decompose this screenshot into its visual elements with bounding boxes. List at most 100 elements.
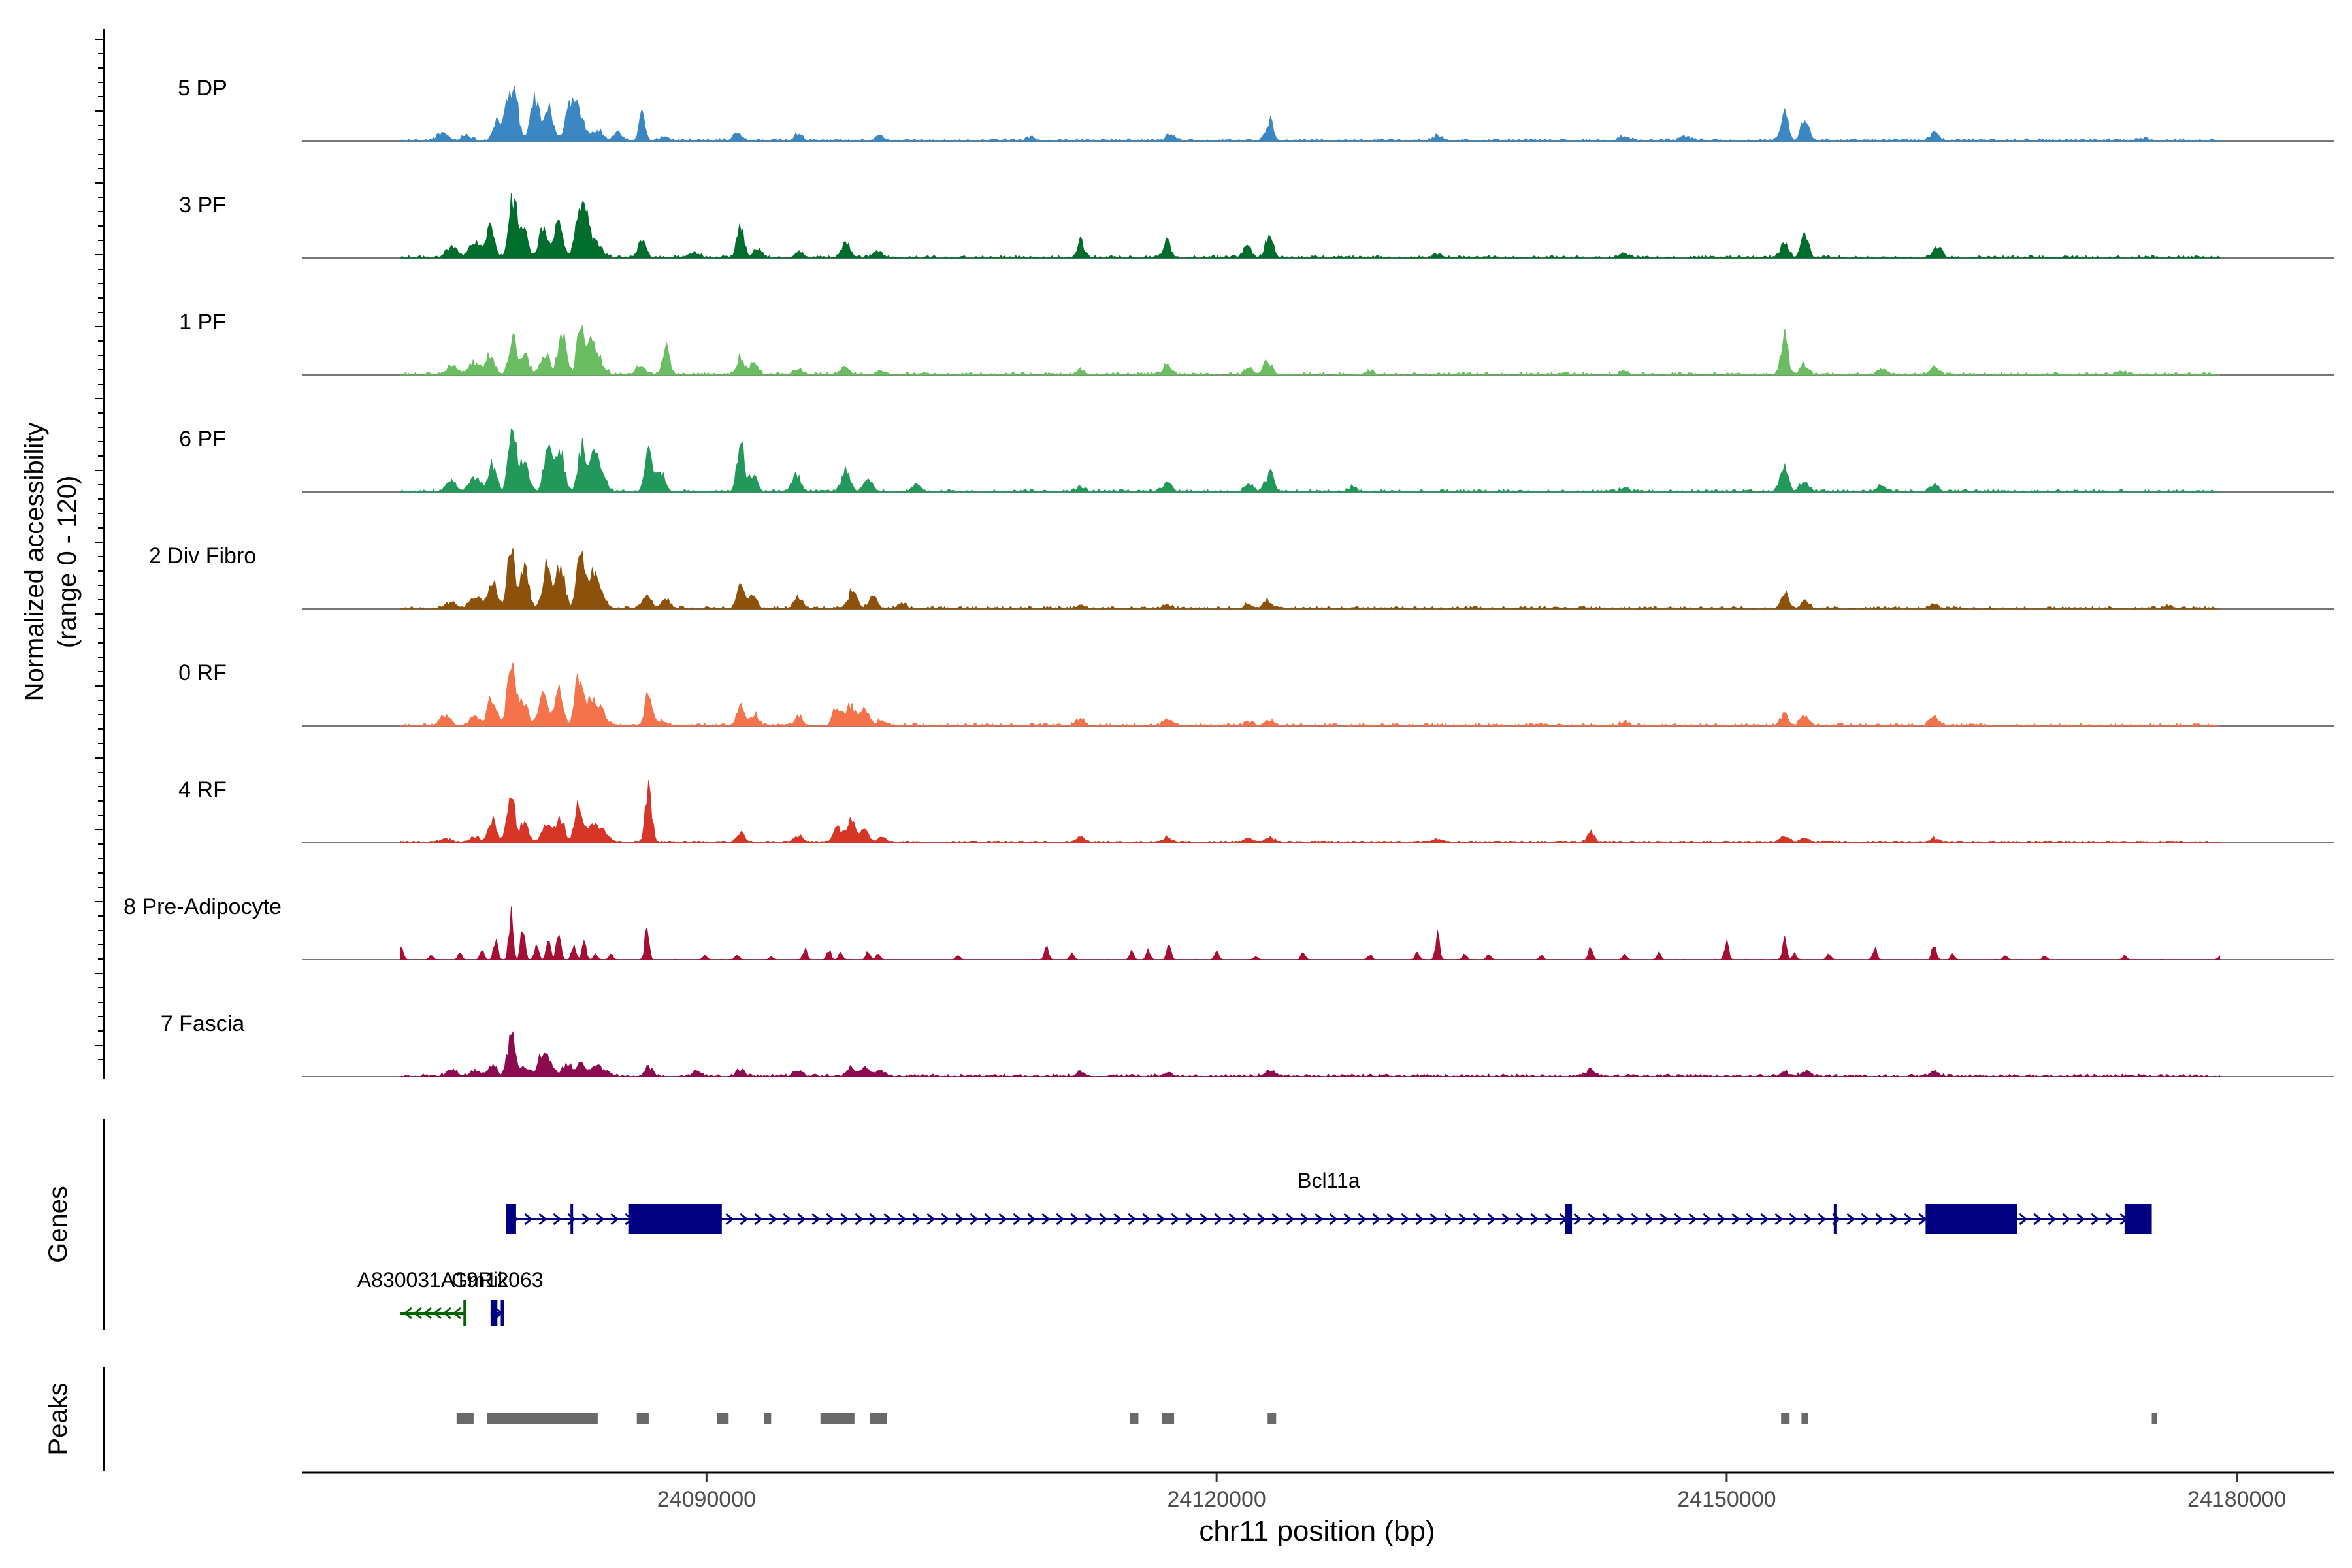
peak-region	[764, 1413, 772, 1424]
strand-chevron	[2033, 1213, 2042, 1226]
strand-chevron	[2019, 1213, 2028, 1226]
strand-chevron	[1358, 1213, 1367, 1226]
strand-chevron	[2105, 1213, 2114, 1226]
strand-chevron	[1228, 1213, 1237, 1226]
track-8-pre-adipocyte: 8 Pre-Adipocyte	[123, 894, 2334, 960]
gene-a830031a19rik: A830031A19Rik	[357, 1268, 509, 1326]
peaks-label: Peaks	[44, 1382, 73, 1455]
coverage-area	[400, 548, 2220, 610]
track-3-pf: 3 PF	[179, 193, 2334, 259]
peak-region	[456, 1413, 474, 1424]
strand-chevron	[1243, 1213, 1252, 1226]
strand-chevron	[1588, 1213, 1597, 1226]
strand-chevron	[1803, 1213, 1812, 1226]
strand-chevron	[1286, 1213, 1295, 1226]
strand-chevron	[1631, 1213, 1640, 1226]
strand-chevron	[955, 1213, 964, 1226]
strand-chevron	[1544, 1213, 1554, 1226]
strand-chevron	[403, 1307, 412, 1320]
strand-chevron	[783, 1213, 792, 1226]
strand-chevron	[2048, 1213, 2057, 1226]
coverage-tracks: 5 DP 3 PF 1 PF 6 PF 2 Div Fibro 0 RF 4 RF 8 Pre…	[123, 76, 2334, 1077]
exon	[1833, 1204, 1837, 1234]
strand-chevron	[1889, 1213, 1899, 1226]
coverage-area	[400, 780, 2220, 843]
strand-chevron	[433, 1307, 442, 1320]
x-axis: 24090000 24120000 24150000 24180000 chr11 p…	[302, 1471, 2334, 1547]
track-7-fascia: 7 Fascia	[161, 1011, 2334, 1077]
strand-chevron	[1056, 1213, 1065, 1226]
peak-region	[2151, 1413, 2157, 1424]
exon	[2124, 1204, 2152, 1234]
peak-region	[870, 1413, 887, 1424]
strand-chevron	[1458, 1213, 1467, 1226]
strand-chevron	[1602, 1213, 1611, 1226]
exon	[463, 1300, 466, 1326]
strand-chevron	[1013, 1213, 1022, 1226]
strand-chevron	[1156, 1213, 1166, 1226]
strand-chevron	[1616, 1213, 1625, 1226]
strand-chevron	[1760, 1213, 1769, 1226]
strand-chevron	[2062, 1213, 2071, 1226]
strand-chevron	[898, 1213, 907, 1226]
x-axis-title: chr11 position (bp)	[1199, 1515, 1435, 1547]
strand-chevron	[1214, 1213, 1223, 1226]
strand-chevron	[581, 1213, 591, 1226]
strand-chevron	[811, 1213, 821, 1226]
strand-chevron	[1185, 1213, 1194, 1226]
strand-chevron	[1142, 1213, 1151, 1226]
peak-region	[1267, 1413, 1277, 1424]
strand-chevron	[1128, 1213, 1137, 1226]
strand-chevron	[1300, 1213, 1309, 1226]
strand-chevron	[1271, 1213, 1281, 1226]
peak-region	[1801, 1413, 1808, 1424]
y-axis-title: Normalized accessibility (range 0 - 120)	[20, 423, 82, 702]
track-label: 1 PF	[179, 310, 226, 335]
track-5-dp: 5 DP	[178, 76, 2334, 142]
exon	[1565, 1204, 1573, 1234]
track-label: 0 RF	[178, 661, 227, 685]
strand-chevron	[869, 1213, 878, 1226]
strand-chevron	[538, 1213, 547, 1226]
peak-region	[636, 1413, 649, 1424]
strand-chevron	[1530, 1213, 1539, 1226]
coverage-area	[400, 906, 2221, 960]
strand-chevron	[1918, 1213, 1927, 1226]
peak-regions	[456, 1413, 2157, 1424]
gene-bcl11a: Bcl11a	[506, 1169, 2152, 1234]
strand-chevron	[1329, 1213, 1338, 1226]
coverage-area	[400, 324, 2220, 376]
strand-chevron	[725, 1213, 734, 1226]
strand-chevron	[1070, 1213, 1079, 1226]
strand-chevron	[1846, 1213, 1855, 1226]
track-6-pf: 6 PF	[179, 427, 2334, 493]
coverage-area	[399, 86, 2220, 142]
exon	[570, 1204, 574, 1234]
genes-label: Genes	[44, 1186, 73, 1263]
strand-chevron	[1171, 1213, 1180, 1226]
track-label: 7 Fascia	[161, 1011, 245, 1036]
exon	[490, 1300, 498, 1326]
strand-chevron	[797, 1213, 806, 1226]
track-label: 5 DP	[178, 76, 227, 101]
x-tick-label: 24090000	[657, 1487, 756, 1512]
strand-chevron	[1659, 1213, 1669, 1226]
x-tick-label: 24180000	[2187, 1487, 2286, 1512]
track-4-rf: 4 RF	[178, 777, 2334, 843]
strand-chevron	[553, 1213, 562, 1226]
coverage-area	[400, 662, 2221, 727]
coverage-area	[399, 428, 2220, 493]
strand-chevron	[413, 1307, 422, 1320]
strand-chevron	[2076, 1213, 2085, 1226]
track-label: 4 RF	[178, 777, 227, 802]
strand-chevron	[754, 1213, 763, 1226]
strand-chevron	[610, 1213, 619, 1226]
strand-chevron	[1315, 1213, 1324, 1226]
strand-chevron	[1717, 1213, 1726, 1226]
strand-chevron	[1473, 1213, 1482, 1226]
strand-chevron	[740, 1213, 749, 1226]
track-label: 2 Div Fibro	[149, 544, 256, 568]
